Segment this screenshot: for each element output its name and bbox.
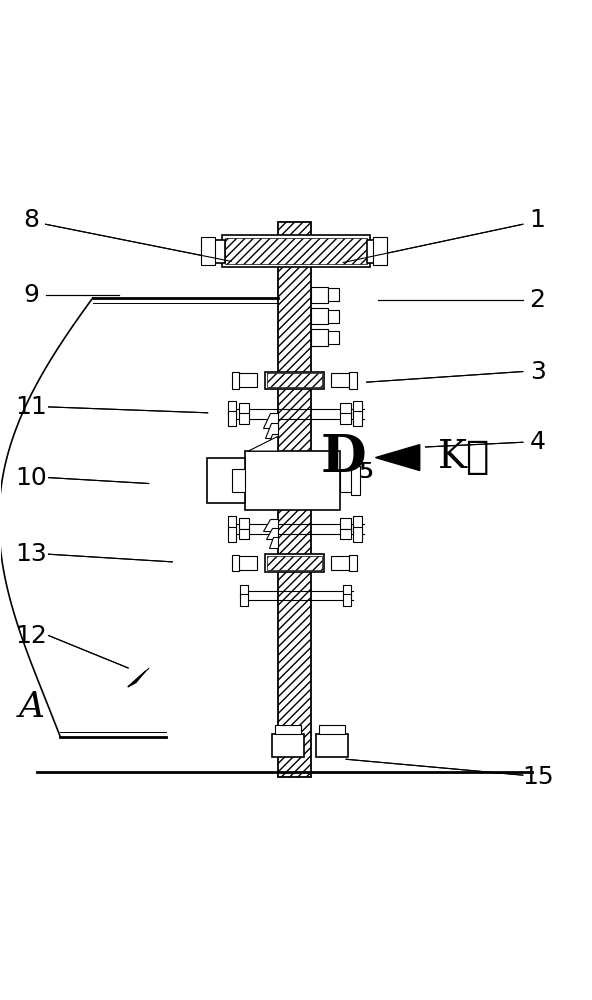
Bar [340,413,351,424]
Bar [228,411,236,426]
Bar [240,594,247,606]
Polygon shape [375,445,420,471]
Text: 11: 11 [15,395,47,419]
Bar [332,556,352,570]
Bar [239,413,249,424]
Text: D: D [320,432,366,483]
Bar [275,725,301,734]
Bar [240,585,247,597]
Bar [329,331,339,344]
Text: 12: 12 [15,624,47,648]
Bar [232,372,239,389]
Bar [239,529,249,539]
Polygon shape [263,413,278,428]
Bar [343,594,351,606]
Bar [332,373,352,387]
Polygon shape [265,423,278,438]
Bar [340,518,351,529]
Bar [208,240,226,263]
Polygon shape [266,528,278,539]
Polygon shape [267,434,278,448]
Bar [349,372,357,389]
Bar [311,308,329,324]
Bar [353,401,362,416]
Text: 8: 8 [23,208,39,232]
Bar [266,373,322,387]
Text: 13: 13 [15,542,47,566]
Bar [236,373,257,387]
Bar [223,235,369,267]
Bar [329,310,339,323]
Text: A: A [19,690,45,724]
Bar [272,734,304,757]
Bar [266,556,322,570]
Bar [343,585,351,597]
Polygon shape [128,671,146,687]
Bar [340,469,352,492]
Bar [226,238,366,264]
Text: 4: 4 [530,430,546,454]
Bar [228,401,236,416]
Text: K向: K向 [437,439,490,476]
Bar [319,725,346,734]
Text: 10: 10 [15,466,47,490]
Text: 3: 3 [530,360,545,384]
Bar [228,516,236,531]
Polygon shape [269,537,278,548]
Bar [353,516,362,531]
Bar [245,451,340,510]
Bar [201,237,215,265]
Text: 2: 2 [530,288,546,312]
Bar [366,240,384,263]
Bar [311,287,329,303]
Bar [316,734,349,757]
Bar [233,469,245,492]
Polygon shape [263,519,278,531]
Bar [373,237,387,265]
Bar [265,372,324,389]
Bar [278,222,311,777]
Bar [340,529,351,539]
Text: 1: 1 [530,208,545,232]
Bar [228,527,236,542]
Text: 5: 5 [358,462,372,482]
Bar [340,403,351,414]
Bar [329,288,339,301]
Bar [353,527,362,542]
Bar [265,554,324,572]
Text: 5: 5 [359,462,374,482]
Bar [232,555,239,571]
Bar [349,555,357,571]
Bar [239,403,249,414]
Bar [236,556,257,570]
Bar [353,411,362,426]
Bar [239,518,249,529]
Bar [351,466,359,495]
Text: 15: 15 [522,765,554,789]
Polygon shape [248,436,278,451]
Bar [311,329,329,346]
Bar [207,458,245,503]
Text: 9: 9 [23,283,39,307]
